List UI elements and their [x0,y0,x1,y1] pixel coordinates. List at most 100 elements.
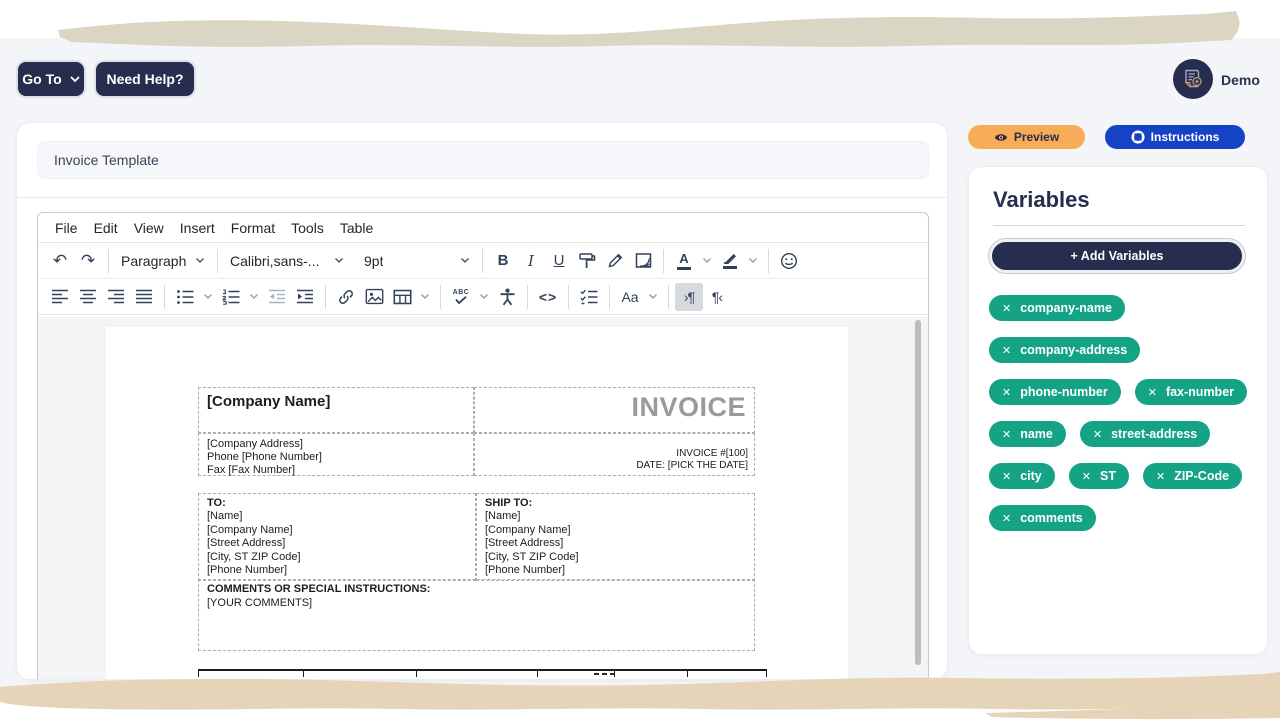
invoice-date: DATE: [PICK THE DATE] [636,459,748,471]
remove-tag-icon[interactable]: ✕ [1081,470,1091,483]
variable-tag[interactable]: ✕ phone-number [989,379,1121,405]
remove-tag-icon[interactable]: ✕ [1147,386,1157,399]
checklist-button[interactable] [575,283,603,311]
menu-edit[interactable]: Edit [93,219,118,236]
variable-tag[interactable]: ✕ ST [1068,463,1129,489]
spellcheck-button[interactable]: ABC [447,283,475,311]
table-button[interactable] [388,283,416,311]
bill-to-cell: TO: [Name] [Company Name] [Street Addres… [198,493,476,582]
variable-tag[interactable]: ✕ fax-number [1134,379,1248,405]
chevron-down-icon [479,293,489,300]
variable-tag[interactable]: ✕ company-name [989,295,1125,321]
preview-label: Preview [1013,130,1060,144]
editor-scrollbar[interactable] [915,320,921,665]
bullet-list-button[interactable] [171,283,199,311]
spellcheck-chevron[interactable] [475,293,493,300]
page-embed-button[interactable] [629,247,657,275]
chevron-down-icon [420,293,430,300]
add-variables-button[interactable]: + Add Variables [989,239,1245,273]
tag-label: phone-number [1020,385,1108,399]
font-size-select[interactable]: 9pt [358,247,476,275]
outdent-button[interactable] [263,283,291,311]
menu-insert[interactable]: Insert [179,219,215,236]
preview-button[interactable]: Preview [968,125,1085,149]
check-icon [455,296,467,304]
menu-tools[interactable]: Tools [291,219,324,236]
highlight-color-button[interactable] [716,247,744,275]
chevron-down-icon [702,257,712,264]
align-center-button[interactable] [74,283,102,311]
bullet-list-chevron[interactable] [199,293,217,300]
remove-tag-icon[interactable]: ✕ [1092,428,1103,441]
tag-label: fax-number [1165,385,1235,399]
invoice-meta-cell: INVOICE #[100] DATE: [PICK THE DATE] [474,433,755,476]
redo-button[interactable]: ↷ [80,250,96,271]
ltr-button[interactable]: ›¶ [675,282,703,311]
indent-icon [297,289,313,304]
checklist-icon [580,289,598,304]
table-chevron[interactable] [416,293,434,300]
permanent-pen-button[interactable] [601,247,629,275]
accessibility-checker-button[interactable] [493,283,521,311]
format-painter-button[interactable] [573,247,601,275]
remove-tag-icon[interactable]: ✕ [1155,470,1166,483]
indent-button[interactable] [291,283,319,311]
text-color-chevron[interactable] [698,257,716,264]
link-button[interactable] [332,283,360,311]
variable-tag[interactable]: ✕ company-address [989,337,1141,363]
toolbar-row-1: ↶ ↷ Paragraph Calibri,sans-... 9pt B [38,243,928,279]
emoji-button[interactable] [775,247,803,275]
variable-tag[interactable]: ✕ city [989,463,1055,489]
underline-button[interactable]: U [553,252,565,269]
numbered-list-button[interactable] [217,283,245,311]
remove-tag-icon[interactable]: ✕ [1002,428,1012,441]
tag-label: name [1020,427,1053,441]
menu-format[interactable]: Format [230,219,276,236]
go-to-button[interactable]: Go To [16,60,86,98]
font-family-select[interactable]: Calibri,sans-... [224,247,350,275]
menu-file[interactable]: File [55,219,78,236]
justify-button[interactable] [130,283,158,311]
document-page[interactable]: [Company Name] INVOICE [Company Address]… [106,327,848,679]
align-right-button[interactable] [102,283,130,311]
justify-icon [136,289,152,304]
variable-tags: ✕ company-name ✕ company-address ✕ phone… [989,295,1251,531]
numbered-list-chevron[interactable] [245,293,263,300]
need-help-button[interactable]: Need Help? [94,60,196,98]
remove-tag-icon[interactable]: ✕ [1002,512,1012,525]
variable-tag[interactable]: ✕ comments [989,505,1096,531]
paragraph-style-select[interactable]: Paragraph [115,247,211,275]
italic-button[interactable]: I [528,251,534,270]
code-view-button[interactable]: <> [538,288,558,305]
user-avatar[interactable] [1173,59,1213,99]
change-case-chevron[interactable] [644,293,662,300]
template-title-input[interactable] [37,141,929,179]
align-left-button[interactable] [46,283,74,311]
rtl-button[interactable]: ¶‹ [711,288,723,305]
remove-tag-icon[interactable]: ✕ [1002,470,1012,483]
menu-view[interactable]: View [133,219,164,236]
text-color-button[interactable]: A [670,247,698,275]
framed-image-icon [635,253,651,268]
undo-button[interactable]: ↶ [52,250,68,271]
invoice-number: INVOICE #[100] [676,448,748,459]
change-case-button[interactable]: Aa [621,288,639,305]
life-buoy-icon [1131,130,1145,144]
remove-tag-icon[interactable]: ✕ [1002,302,1012,315]
bold-button[interactable]: B [497,252,509,269]
chevron-down-icon [203,293,213,300]
remove-tag-icon[interactable]: ✕ [1002,386,1012,399]
instructions-button[interactable]: Instructions [1105,125,1245,149]
variable-tag[interactable]: ✕ name [989,421,1066,447]
tag-label: street-address [1111,427,1198,441]
remove-tag-icon[interactable]: ✕ [1002,344,1012,357]
variable-tag[interactable]: ✕ street-address [1079,421,1211,447]
highlight-color-chevron[interactable] [744,257,762,264]
color-swatch [723,266,737,269]
chevron-down-icon [249,293,259,300]
items-table-clipped [198,669,767,677]
menu-table[interactable]: Table [339,219,374,236]
variable-tag[interactable]: ✕ ZIP-Code [1142,463,1243,489]
image-button[interactable] [360,283,388,311]
editor-canvas[interactable]: [Company Name] INVOICE [Company Address]… [38,317,928,679]
